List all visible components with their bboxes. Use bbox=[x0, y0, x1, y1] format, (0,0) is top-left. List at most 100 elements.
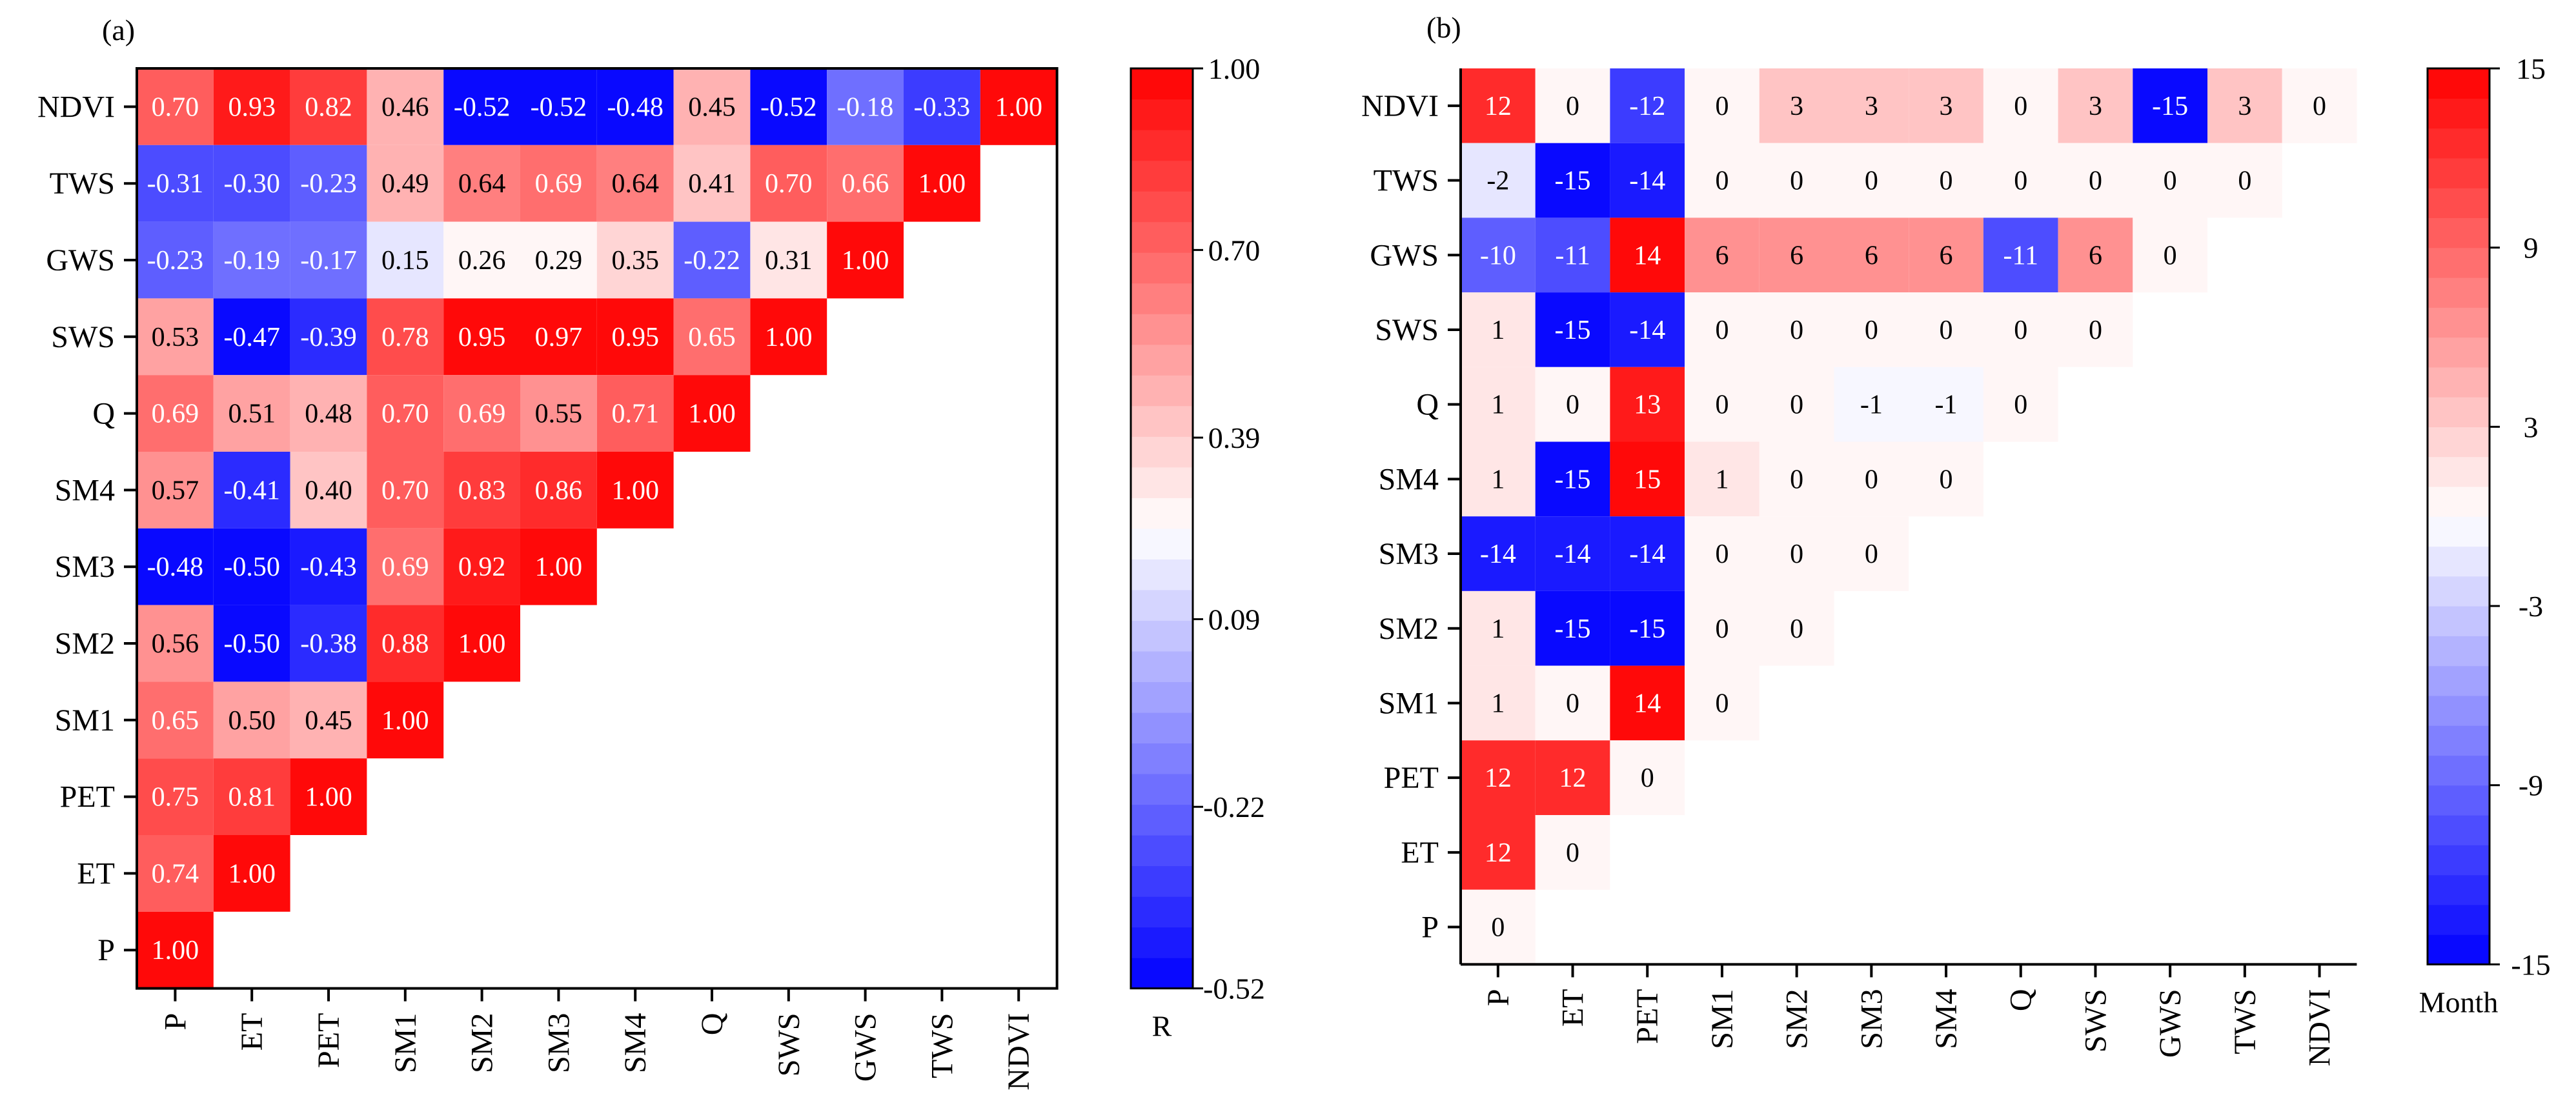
cell-value-label: 1.00 bbox=[152, 936, 199, 965]
y-tick-label: ET bbox=[1401, 836, 1439, 870]
heatmap-cell bbox=[827, 68, 904, 145]
heatmap-cell bbox=[1834, 143, 1909, 218]
colorbar-frame bbox=[1130, 67, 1194, 990]
y-tick-label: NDVI bbox=[37, 90, 115, 124]
heatmap-cell bbox=[1610, 665, 1685, 741]
cell-value-label: -10 bbox=[1480, 241, 1516, 270]
heatmap-cell bbox=[137, 681, 214, 759]
cell-value-label: 3 bbox=[1865, 92, 1878, 121]
x-tick-label: SM3 bbox=[1854, 989, 1889, 1049]
colorbar-step bbox=[2428, 695, 2490, 726]
heatmap-cell bbox=[213, 452, 290, 529]
cell-value-label: 0.48 bbox=[305, 399, 352, 429]
heatmap-cell bbox=[290, 758, 367, 835]
y-tick-label: NDVI bbox=[1361, 89, 1439, 123]
colorbar-step bbox=[1131, 927, 1193, 958]
heatmap-cell bbox=[1834, 217, 1909, 293]
cell-value-label: 0 bbox=[1715, 316, 1729, 345]
cell-value-label: 1.00 bbox=[918, 169, 966, 199]
heatmap-cell bbox=[1834, 516, 1909, 591]
colorbar-tick-label: -0.52 bbox=[1203, 973, 1265, 1005]
y-tick-label: SWS bbox=[51, 320, 115, 354]
heatmap-cell bbox=[827, 221, 904, 299]
cell-value-label: 0 bbox=[1566, 390, 1579, 420]
heatmap-cell bbox=[827, 145, 904, 222]
cell-value-label: 0 bbox=[2014, 316, 2027, 345]
cell-value-label: 1.00 bbox=[381, 706, 429, 736]
cell-value-label: -14 bbox=[1629, 316, 1665, 345]
cell-value-label: -0.38 bbox=[300, 629, 357, 659]
cell-value-label: 12 bbox=[1559, 763, 1587, 793]
heatmap-cell bbox=[443, 528, 520, 605]
colorbar-step bbox=[1131, 589, 1193, 621]
cell-value-label: 0.26 bbox=[458, 246, 506, 276]
heatmap-cell bbox=[213, 681, 290, 759]
colorbar-tick-label: 0.70 bbox=[1208, 234, 1261, 267]
colorbar-step bbox=[1131, 130, 1193, 161]
cell-value-label: 0.95 bbox=[611, 323, 659, 352]
heatmap-cell bbox=[367, 605, 444, 682]
heatmap-cell bbox=[2058, 143, 2133, 218]
heatmap-cell bbox=[1759, 516, 1834, 591]
colorbar-frame bbox=[2426, 67, 2491, 965]
cell-value-label: -14 bbox=[1629, 539, 1665, 569]
heatmap-cell bbox=[290, 298, 367, 376]
heatmap-cell bbox=[213, 528, 290, 605]
heatmap-cell bbox=[520, 68, 597, 145]
cell-value-label: 6 bbox=[1715, 241, 1729, 270]
x-tick-label: Q bbox=[695, 1013, 729, 1036]
heatmap-cell bbox=[750, 221, 827, 299]
heatmap-cell bbox=[1983, 367, 2058, 442]
panel-label: (b) bbox=[1426, 11, 1461, 44]
cell-value-label: 0.69 bbox=[152, 399, 199, 429]
cell-value-label: 0 bbox=[1715, 390, 1729, 420]
colorbar-step bbox=[1131, 252, 1193, 284]
heatmap-cell bbox=[1461, 143, 1536, 218]
x-tick-label: SM3 bbox=[542, 1013, 576, 1073]
cell-value-label: -0.48 bbox=[147, 552, 204, 582]
heatmap-cell bbox=[137, 375, 214, 452]
cell-value-label: 0.82 bbox=[305, 92, 352, 122]
x-tick-label: SM1 bbox=[1705, 989, 1739, 1049]
heatmap-cell bbox=[1461, 292, 1536, 367]
x-tick-label: P bbox=[1481, 989, 1516, 1006]
cell-value-label: -11 bbox=[2003, 241, 2038, 270]
cell-value-label: 0 bbox=[1940, 465, 1953, 494]
colorbar-step bbox=[2428, 98, 2490, 129]
cell-value-label: 0.55 bbox=[535, 399, 583, 429]
heatmap-cell bbox=[443, 221, 520, 299]
colorbar-step bbox=[1131, 681, 1193, 713]
cell-value-label: 0.57 bbox=[152, 476, 199, 505]
y-tick-label: TWS bbox=[50, 166, 115, 201]
colorbar-tick-label: 0.09 bbox=[1208, 603, 1261, 636]
heatmap-cell bbox=[137, 835, 214, 912]
cell-value-label: 0 bbox=[1790, 539, 1803, 569]
cell-value-label: 0 bbox=[2313, 92, 2326, 121]
cell-value-label: 1.00 bbox=[305, 783, 352, 812]
colorbar-step bbox=[2428, 785, 2490, 816]
cell-value-label: 0 bbox=[1491, 913, 1505, 943]
heatmap-cell bbox=[1535, 367, 1610, 442]
cell-value-label: -15 bbox=[1555, 465, 1591, 494]
colorbar-title: Month bbox=[2419, 985, 2499, 1018]
colorbar-step bbox=[1131, 712, 1193, 744]
colorbar-step bbox=[2428, 486, 2490, 517]
cell-value-label: -0.17 bbox=[300, 246, 357, 276]
colorbar-step bbox=[2428, 157, 2490, 188]
colorbar-step bbox=[2428, 337, 2490, 368]
heatmap-cell bbox=[2282, 68, 2357, 143]
colorbar-step bbox=[2428, 217, 2490, 248]
cell-value-label: 0 bbox=[1566, 92, 1579, 121]
cell-value-label: 0.29 bbox=[535, 246, 583, 276]
colorbar-step bbox=[2428, 665, 2490, 696]
panel-label: (a) bbox=[102, 14, 135, 46]
heatmap-cell bbox=[137, 605, 214, 682]
x-tick-label: PET bbox=[1630, 989, 1665, 1044]
cell-value-label: 0.65 bbox=[688, 323, 736, 352]
heatmap-cell bbox=[367, 68, 444, 145]
cell-value-label: 0 bbox=[1715, 689, 1729, 718]
cell-value-label: 1.00 bbox=[765, 323, 813, 352]
heatmap-cell bbox=[1610, 367, 1685, 442]
heatmap-cell bbox=[1909, 441, 1983, 517]
y-tick-label: Q bbox=[92, 397, 115, 431]
